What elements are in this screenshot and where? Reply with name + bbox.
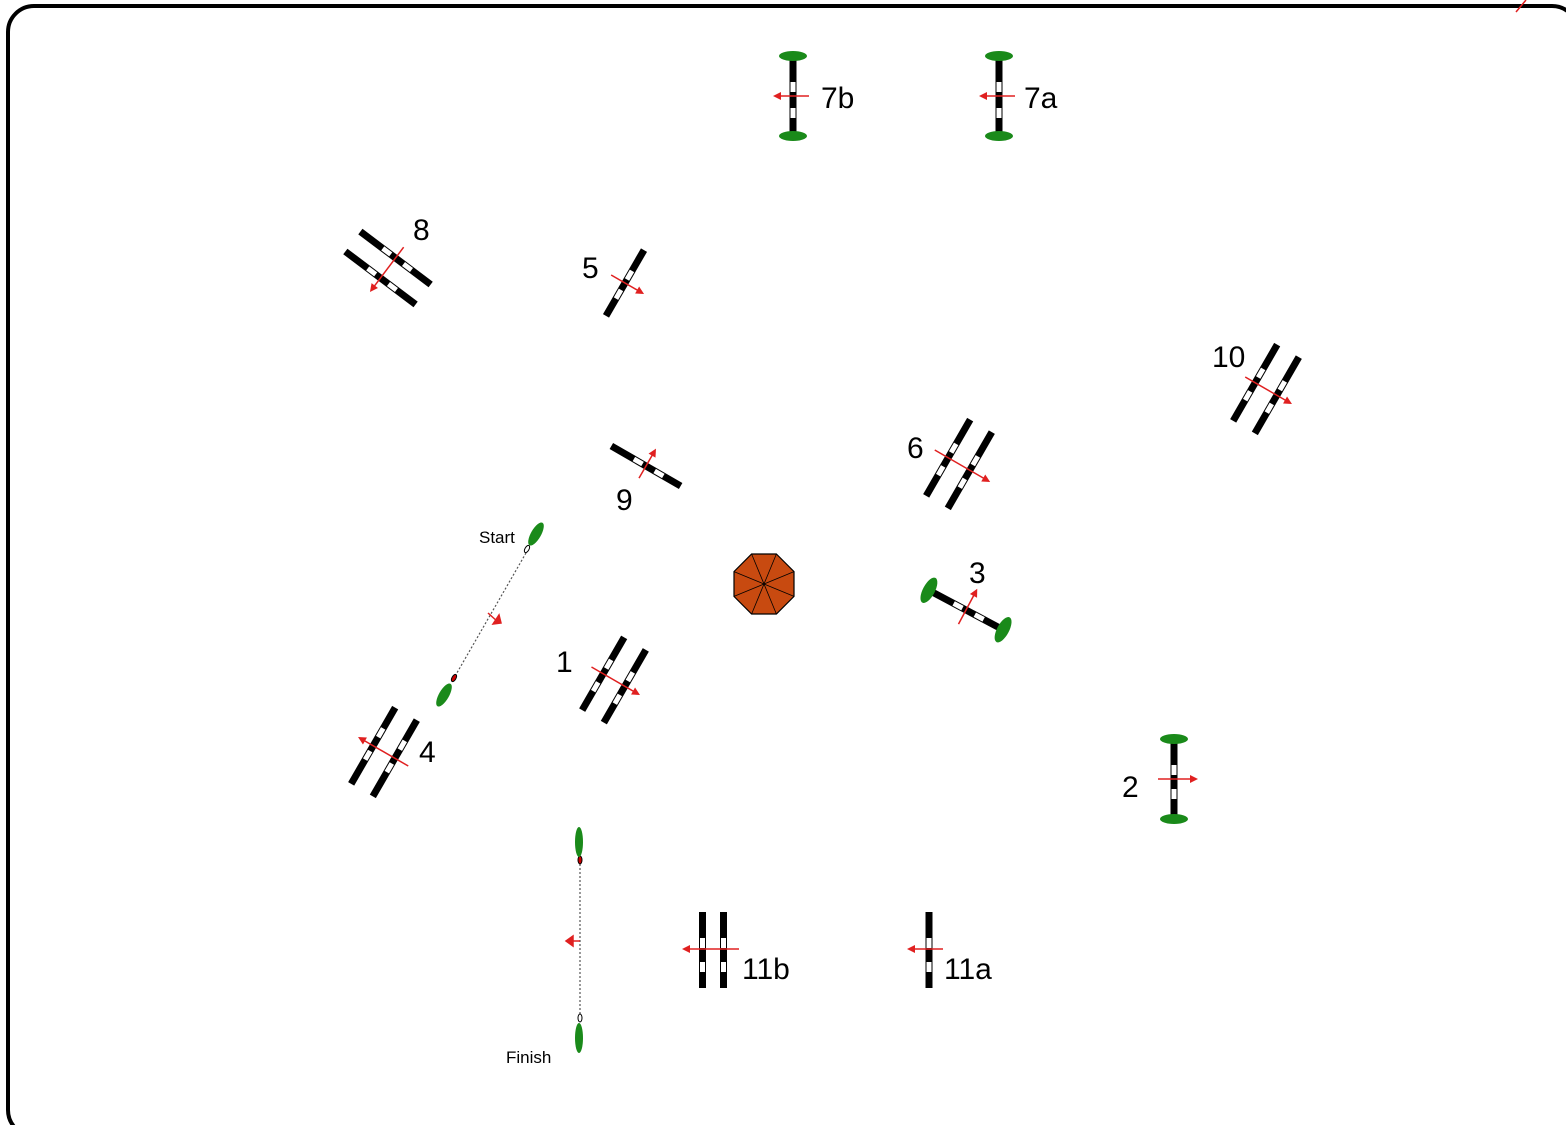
arrow-icon: [591, 666, 640, 695]
jump-label-1: 1: [556, 646, 573, 679]
jump-label-2: 2: [1122, 771, 1139, 804]
arrow-icon: [369, 246, 405, 292]
jump-7a: [979, 51, 1015, 141]
arrow-icon: [979, 92, 1015, 100]
jump-5: [602, 248, 648, 318]
jump-label-11b: 11b: [742, 953, 790, 986]
arrow-icon: [957, 588, 978, 625]
arrow-icon: [773, 92, 809, 100]
jump-label-5: 5: [582, 252, 599, 285]
arrow-icon: [1244, 376, 1292, 404]
jump-11a: [907, 912, 943, 988]
jump-8: [343, 228, 433, 308]
arrow-icon: [564, 934, 580, 948]
jump-3: [920, 577, 1012, 643]
start-label: Start: [479, 528, 515, 547]
jump-label-8: 8: [413, 214, 430, 247]
arrow-icon: [638, 448, 656, 479]
arrow-icon: [682, 945, 739, 953]
finish-label: Finish: [506, 1048, 551, 1067]
jump-label-7a: 7a: [1024, 82, 1058, 115]
jump-6: [923, 417, 995, 511]
shrub-icon: [920, 577, 1012, 643]
start-line: Start: [436, 522, 544, 707]
arrow-icon: [358, 737, 409, 767]
shrub-icon: [779, 51, 807, 141]
shrub-icon: [436, 522, 544, 707]
arrow-icon: [1158, 775, 1198, 783]
shrub-icon: [575, 827, 583, 1053]
jump-label-3: 3: [969, 557, 986, 590]
jump-1: [579, 635, 649, 725]
jump-label-11a: 11a: [944, 953, 992, 986]
jump-label-10: 10: [1212, 341, 1245, 374]
jump-11b: [682, 912, 739, 988]
octagon-icon: [733, 553, 795, 615]
jump-label-7b: 7b: [821, 82, 854, 115]
shrub-icon: [1160, 734, 1188, 824]
jump-10: [1230, 342, 1302, 436]
arrow-icon: [934, 449, 991, 482]
shrub-icon: [985, 51, 1013, 141]
arrow-icon: [487, 612, 502, 625]
arrow-icon: [907, 945, 943, 953]
finish-line: Finish: [506, 827, 583, 1067]
arena-border: [6, 4, 1566, 1125]
corner-mark: [1515, 0, 1527, 13]
jump-9: [609, 442, 683, 490]
jump-2: [1158, 734, 1198, 824]
jump-4: [348, 705, 420, 799]
jump-7b: [773, 51, 809, 141]
jump-label-9: 9: [616, 484, 633, 517]
jump-label-4: 4: [419, 736, 436, 769]
jump-label-6: 6: [907, 432, 924, 465]
arrow-icon: [610, 274, 645, 294]
